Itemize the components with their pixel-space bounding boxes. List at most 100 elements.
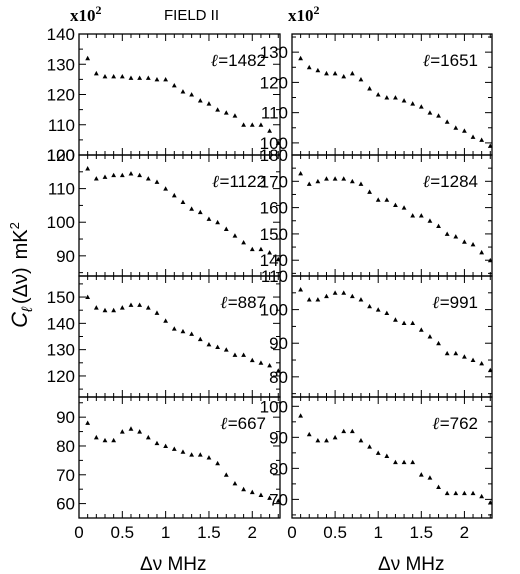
data-point xyxy=(267,250,273,255)
data-point xyxy=(102,437,108,443)
data-point xyxy=(249,122,255,127)
data-point xyxy=(85,55,91,61)
data-point xyxy=(470,490,476,496)
data-point xyxy=(85,294,91,300)
data-point xyxy=(418,327,424,332)
data-point xyxy=(171,326,177,331)
data-point xyxy=(410,459,416,465)
data-point xyxy=(324,70,329,76)
data-point xyxy=(341,428,347,434)
data-point xyxy=(128,302,134,307)
data-point xyxy=(444,231,450,236)
data-point xyxy=(444,350,450,356)
data-point xyxy=(223,110,229,115)
data-point xyxy=(180,328,186,334)
data-point xyxy=(306,64,312,70)
x-tick-label: 0 xyxy=(74,523,83,542)
data-point xyxy=(487,257,493,263)
y-tick-label: 120 xyxy=(47,86,75,105)
y-tick-label: 60 xyxy=(56,495,75,514)
x-tick-label: 2 xyxy=(460,523,469,542)
data-point xyxy=(324,293,329,299)
data-point xyxy=(145,176,151,181)
data-point xyxy=(401,320,407,326)
svg-text:x102: x102 xyxy=(70,3,102,25)
data-point xyxy=(487,500,493,505)
data-point xyxy=(418,472,424,477)
panel-ell-label: ℓ=1122 xyxy=(212,172,266,192)
data-point xyxy=(306,297,312,302)
data-point xyxy=(267,128,273,133)
data-point xyxy=(93,434,99,440)
data-point xyxy=(215,107,221,112)
data-point xyxy=(93,305,99,310)
data-point xyxy=(275,256,281,262)
data-point xyxy=(341,176,347,181)
data-point xyxy=(315,178,321,184)
data-point xyxy=(298,55,304,61)
data-point xyxy=(93,176,99,181)
data-point xyxy=(197,452,203,457)
data-point xyxy=(401,459,407,465)
data-point xyxy=(171,83,177,88)
panel-ell-label: ℓ=762 xyxy=(432,414,478,434)
y-tick-label: 70 xyxy=(56,466,75,485)
x-tick-label: 1.5 xyxy=(197,523,221,542)
data-point xyxy=(206,101,212,106)
data-point xyxy=(453,234,459,239)
data-point xyxy=(258,360,264,365)
y-tick-label: 120 xyxy=(260,73,288,92)
data-point xyxy=(163,318,169,323)
panel-left-2: 120 130 140 150 ℓ=887 xyxy=(47,275,281,398)
data-point xyxy=(232,352,238,357)
data-point xyxy=(258,492,264,497)
data-point xyxy=(349,178,355,184)
y-axis-label: Cℓ(Δν)mK2 xyxy=(7,222,36,328)
y-tick-label: 120 xyxy=(47,146,75,165)
data-point xyxy=(154,76,160,82)
data-point xyxy=(444,119,450,124)
data-point xyxy=(306,181,312,186)
data-point xyxy=(119,73,125,79)
x-tick-label: 2 xyxy=(248,523,257,542)
data-point xyxy=(462,354,467,359)
data-point xyxy=(137,172,143,178)
data-point xyxy=(367,303,372,309)
x-tick-label: 0.5 xyxy=(110,523,134,542)
data-point xyxy=(102,307,108,313)
data-point xyxy=(85,166,91,171)
y-tick-label: 110 xyxy=(48,180,75,199)
data-point xyxy=(436,340,441,346)
data-point xyxy=(332,176,338,181)
data-point xyxy=(375,92,381,97)
data-point xyxy=(470,134,476,139)
data-point xyxy=(154,310,160,315)
data-point xyxy=(384,197,390,202)
data-point xyxy=(410,213,416,218)
data-point xyxy=(375,450,381,455)
data-point xyxy=(453,350,459,356)
data-point xyxy=(189,92,195,97)
data-point xyxy=(258,246,264,252)
data-point xyxy=(418,213,424,218)
y-tick-label: 150 xyxy=(260,225,288,244)
y-tick-label: 130 xyxy=(47,341,75,360)
y-tick-label: 90 xyxy=(269,428,288,447)
y-tick-label: 100 xyxy=(47,146,75,165)
data-point xyxy=(215,460,221,466)
data-point xyxy=(241,352,247,357)
y-tick-label: 100 xyxy=(47,213,75,232)
data-point xyxy=(145,434,151,440)
y-tick-label: 100 xyxy=(260,134,288,153)
data-point xyxy=(306,431,312,437)
y-tick-label: 80 xyxy=(269,459,288,478)
data-point xyxy=(171,192,177,198)
panel-frame xyxy=(291,396,493,519)
data-point xyxy=(427,475,433,480)
data-point xyxy=(479,137,485,142)
data-point xyxy=(324,176,329,181)
data-point xyxy=(111,172,117,178)
y-tick-label: 140 xyxy=(47,314,75,333)
panel-ell-label: ℓ=667 xyxy=(220,414,266,434)
data-point xyxy=(111,73,117,79)
